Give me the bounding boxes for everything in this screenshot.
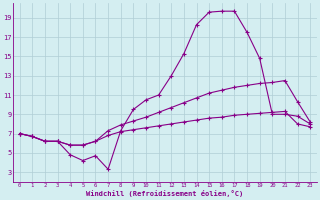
X-axis label: Windchill (Refroidissement éolien,°C): Windchill (Refroidissement éolien,°C) — [86, 190, 244, 197]
